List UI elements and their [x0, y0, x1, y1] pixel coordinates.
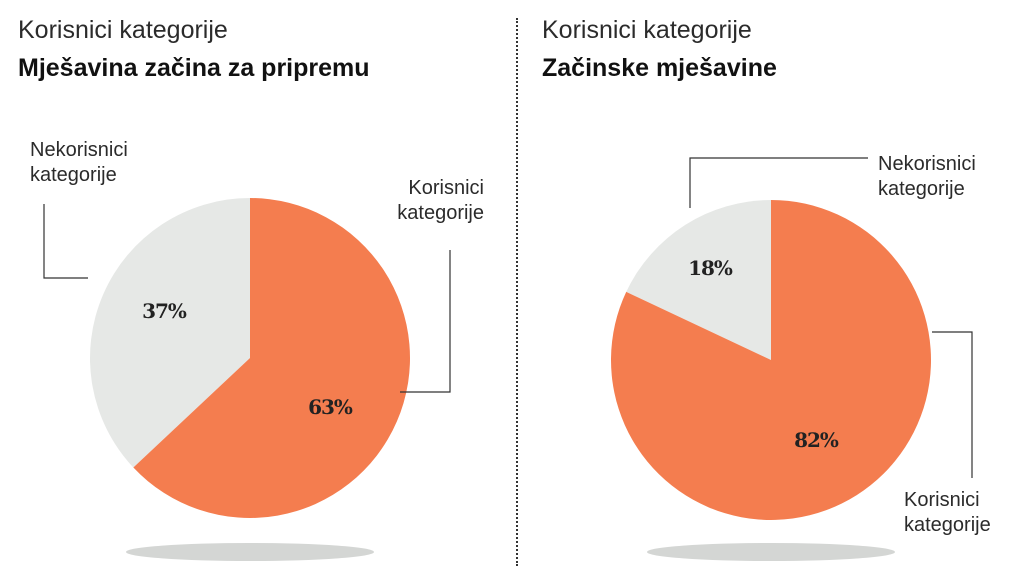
pie-shadow [126, 543, 374, 561]
panel-divider [516, 18, 518, 566]
chart-title: Korisnici kategorije [18, 16, 228, 44]
slice-callout-label: Korisnici kategorije [904, 489, 991, 536]
callout-leader-line [932, 331, 973, 478]
slice-percent-label: 18% [688, 256, 733, 280]
slice-callout-label: Nekorisnici kategorije [878, 153, 976, 200]
chart-subtitle: Mješavina začina za pripremu [18, 54, 370, 82]
pie-chart-left: 37% 63% Nekorisnici kategorije Korisnici kate… [30, 139, 484, 561]
pie-slice-users [133, 198, 410, 518]
pie-chart-right: 18% 82% Nekorisnici kategorije Korisnici kate… [611, 153, 991, 561]
slice-percent-label: 63% [308, 395, 353, 419]
callout-leader-line [689, 157, 868, 208]
callout-leader-line [43, 204, 88, 279]
slice-percent-label: 37% [142, 299, 187, 323]
pie-panel-right: Korisnici kategorije Začinske mješavine … [522, 0, 1024, 584]
callout-leader-line [400, 250, 451, 393]
pie-slice-nonusers [626, 200, 771, 360]
slice-callout-label: Korisnici kategorije [397, 177, 484, 224]
chart-subtitle: Začinske mješavine [542, 54, 777, 82]
slice-callout-label: Nekorisnici kategorije [30, 139, 128, 186]
pie-panel-left: Korisnici kategorije Mješavina začina za… [18, 16, 484, 561]
chart-title: Korisnici kategorije [542, 16, 752, 44]
pie-slice-users [611, 200, 931, 520]
pie-shadow [647, 543, 895, 561]
slice-percent-label: 82% [794, 428, 839, 452]
pie-slice-nonusers [90, 198, 250, 468]
